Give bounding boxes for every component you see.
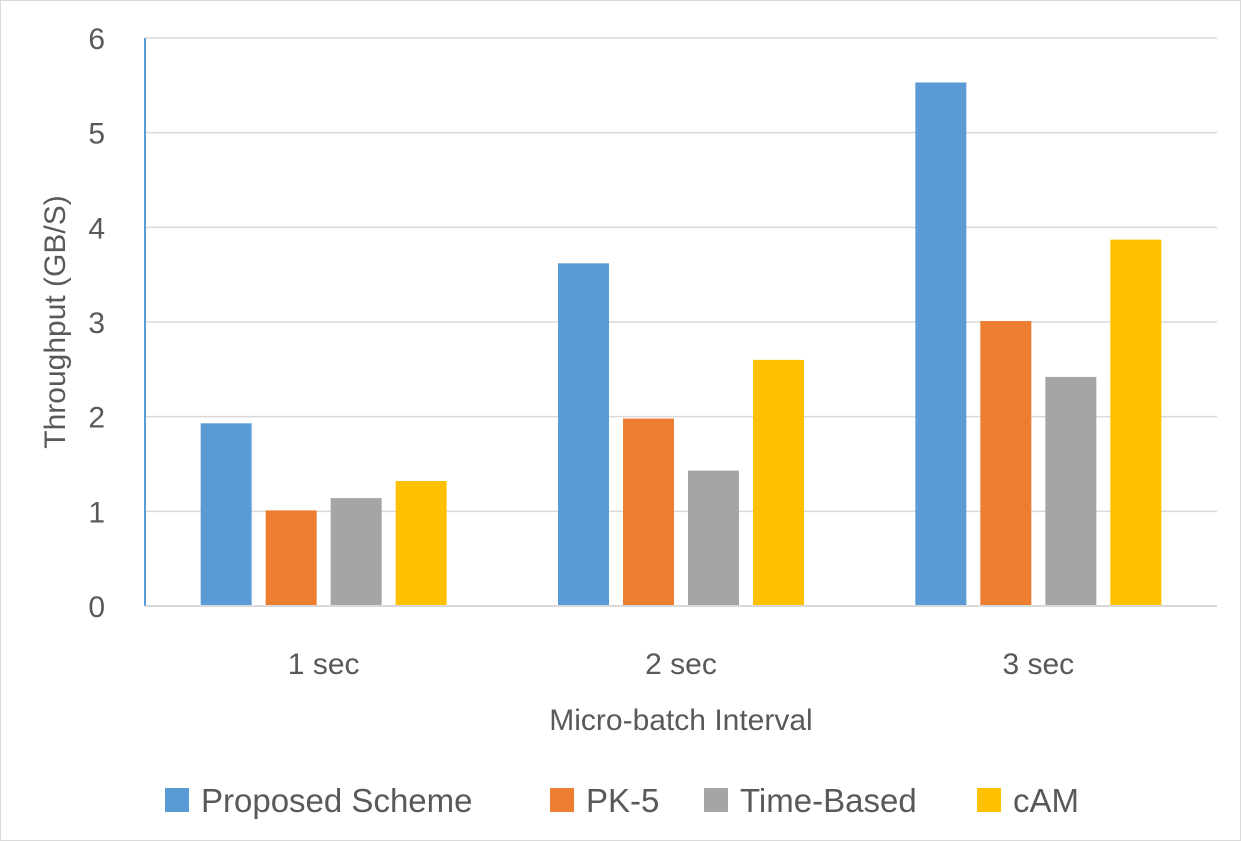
legend-label-time-based: Time-Based (740, 782, 917, 819)
y-tick-label: 6 (88, 23, 105, 56)
bar-time-based-1 (330, 498, 382, 606)
legend-label-pk-5: PK-5 (586, 782, 659, 819)
y-tick-label: 4 (88, 212, 105, 245)
bar-proposed-scheme-3 (915, 82, 967, 606)
bar-pk-5-2 (623, 418, 674, 606)
bar-time-based-2 (688, 470, 739, 606)
bar-pk-5-3 (980, 321, 1032, 606)
x-tick-label: 2 sec (645, 648, 717, 681)
y-tick-labels: 0 1 2 3 4 5 6 (88, 23, 105, 624)
bar-proposed-scheme-2 (558, 263, 609, 606)
y-axis-title: Throughput (GB/S) (39, 195, 72, 448)
y-tick-label: 0 (88, 591, 105, 624)
x-tick-labels: 1 sec 2 sec 3 sec (288, 648, 1074, 681)
y-tick-label: 2 (88, 402, 105, 435)
legend-swatch-pk-5 (550, 788, 574, 812)
legend-swatch-proposed-scheme (165, 788, 189, 812)
bar-cam-3 (1110, 239, 1162, 606)
bar-cam-1 (395, 481, 447, 606)
bar-pk-5-1 (265, 510, 317, 606)
x-axis-title: Micro-batch Interval (549, 704, 812, 737)
legend: Proposed Scheme PK-5 Time-Based cAM (165, 782, 1079, 819)
y-tick-label: 3 (88, 307, 105, 340)
bar-cam-2 (753, 359, 804, 606)
legend-label-proposed-scheme: Proposed Scheme (201, 782, 473, 819)
y-tick-label: 5 (88, 118, 105, 151)
gridlines (145, 37, 1217, 513)
legend-swatch-time-based (704, 788, 728, 812)
y-tick-label: 1 (88, 496, 105, 529)
legend-label-cam: cAM (1013, 782, 1079, 819)
x-tick-label: 1 sec (288, 648, 360, 681)
legend-swatch-cam (977, 788, 1001, 812)
x-tick-label: 3 sec (1002, 648, 1074, 681)
bar-time-based-3 (1045, 376, 1097, 606)
bar-proposed-scheme-1 (200, 423, 252, 606)
bars (200, 82, 1162, 606)
